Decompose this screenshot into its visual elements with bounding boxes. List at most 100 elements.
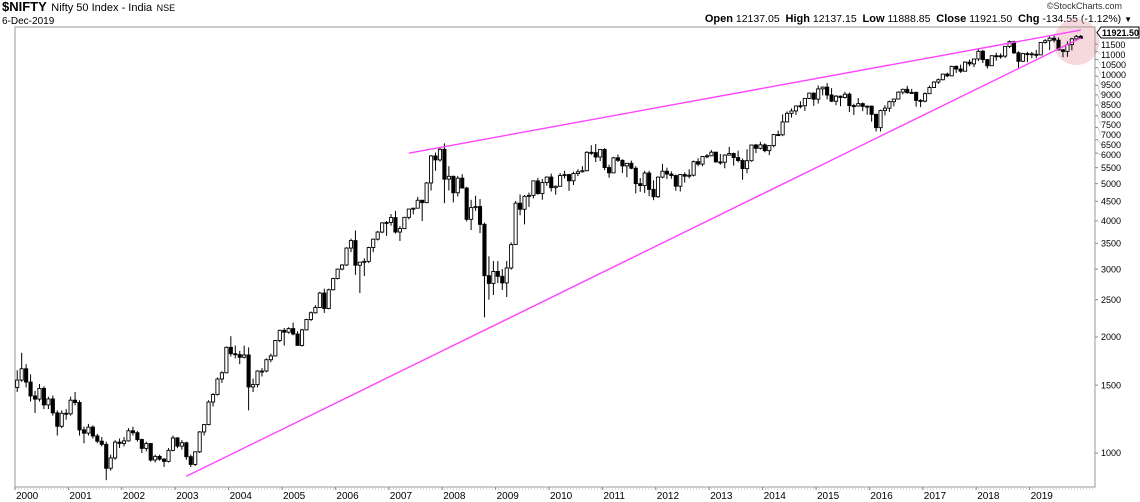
candle-body-down xyxy=(1029,53,1034,56)
candle xyxy=(820,86,825,96)
candle xyxy=(424,181,429,204)
candle xyxy=(963,61,968,72)
candle xyxy=(184,441,189,460)
candle xyxy=(411,207,416,215)
candle xyxy=(811,92,816,106)
chg-value: -134.55 (-1.12%) xyxy=(1042,13,1122,25)
candle xyxy=(446,166,451,191)
candle xyxy=(210,393,216,407)
candle xyxy=(282,328,287,346)
candle-body-up xyxy=(553,185,558,189)
candle-body-up xyxy=(704,155,710,158)
candle xyxy=(798,101,803,109)
candle-body-up xyxy=(1074,35,1079,40)
candle xyxy=(188,454,193,467)
candle xyxy=(1034,49,1039,59)
candle-body-down xyxy=(24,368,29,383)
candle xyxy=(420,199,425,221)
candle xyxy=(860,102,865,112)
candle-body-up xyxy=(259,370,265,373)
candle-body-up xyxy=(179,442,184,447)
candle xyxy=(15,370,20,392)
candle xyxy=(135,431,140,442)
candle-body-down xyxy=(589,151,594,154)
candle-body-down xyxy=(664,170,669,175)
candle-body-up xyxy=(446,175,451,180)
candle-body-up xyxy=(331,278,336,291)
candle xyxy=(531,180,536,199)
candle-body-up xyxy=(896,91,901,100)
candle-body-up xyxy=(411,207,416,210)
candle xyxy=(540,179,545,200)
candle xyxy=(954,65,959,73)
candle-body-up xyxy=(744,160,750,170)
candle-body-up xyxy=(215,378,220,396)
candle-body-up xyxy=(268,355,273,361)
candle xyxy=(682,172,687,183)
candle-body-down xyxy=(633,167,638,185)
candle xyxy=(713,151,718,163)
candle xyxy=(397,226,402,241)
candle-body-down xyxy=(535,180,540,195)
candle-body-down xyxy=(776,134,781,137)
candle-body-up xyxy=(366,247,371,262)
candle xyxy=(170,435,176,452)
candle-body-down xyxy=(860,103,865,107)
dropdown-arrow-icon[interactable]: ▼ xyxy=(1124,15,1132,24)
candle xyxy=(90,425,95,439)
candle-body-up xyxy=(709,151,714,157)
candle-body-up xyxy=(655,176,661,198)
candle xyxy=(629,160,634,170)
candle xyxy=(504,260,509,297)
candle xyxy=(406,208,411,220)
candle xyxy=(785,111,790,123)
candle xyxy=(1029,51,1034,59)
candle xyxy=(518,194,523,216)
y-tick-label: 4000 xyxy=(1101,216,1121,226)
candle-body-up xyxy=(86,426,91,434)
candle xyxy=(905,85,910,94)
candle-body-up xyxy=(402,216,407,230)
candle xyxy=(940,73,945,81)
candle xyxy=(486,256,491,300)
candle-body-up xyxy=(1020,53,1025,62)
candle-body-down xyxy=(451,175,456,194)
candle-body-down xyxy=(811,92,816,100)
y-tick-label: 9500 xyxy=(1101,80,1121,90)
candle-body-up xyxy=(264,359,269,372)
candle xyxy=(50,395,55,416)
candle-body-up xyxy=(197,431,202,453)
candle xyxy=(28,374,33,402)
y-tick-leader xyxy=(1097,152,1101,156)
candle xyxy=(1060,48,1066,58)
high-label: High xyxy=(785,13,810,25)
candle-body-up xyxy=(255,370,260,386)
candle xyxy=(139,438,144,453)
candle xyxy=(455,176,460,197)
candle xyxy=(922,92,928,103)
candle xyxy=(491,260,496,296)
y-tick-label: 10000 xyxy=(1101,70,1126,80)
candle xyxy=(1016,51,1021,68)
x-tick-label: 2009 xyxy=(497,491,520,502)
candle xyxy=(477,199,483,234)
y-tick-leader xyxy=(1097,59,1101,65)
candle-body-up xyxy=(313,307,318,314)
open-value: 12137.05 xyxy=(735,13,780,25)
candle xyxy=(1025,51,1030,63)
candle xyxy=(95,434,100,444)
candle-body-up xyxy=(202,424,207,433)
candle xyxy=(224,346,229,374)
y-tick-leader xyxy=(1097,85,1101,95)
candle-body-down xyxy=(651,188,656,198)
candle-body-up xyxy=(224,346,229,374)
candle-body-up xyxy=(971,58,977,65)
candle xyxy=(900,88,905,95)
candle-body-up xyxy=(963,61,968,72)
candle-body-up xyxy=(59,412,64,427)
y-tick-label: 5000 xyxy=(1101,179,1121,189)
candle xyxy=(317,291,322,308)
candle-body-down xyxy=(731,153,736,159)
candle-body-up xyxy=(887,101,892,109)
candle xyxy=(780,114,785,137)
